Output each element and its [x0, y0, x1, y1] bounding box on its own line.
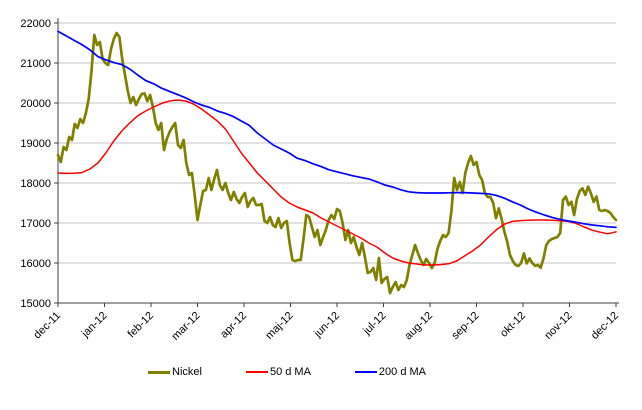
x-tick-label: jul-12 — [360, 310, 388, 338]
legend-label-nickel: Nickel — [172, 366, 202, 378]
legend-item-nickel: Nickel — [148, 366, 202, 378]
y-tick-label: 22000 — [20, 18, 51, 30]
x-tick-label: nov-12 — [542, 310, 574, 342]
y-tick-label: 19000 — [20, 138, 51, 150]
series-line-200-d-ma — [57, 30, 617, 229]
y-tick-label: 21000 — [20, 58, 51, 70]
ma200-line-swatch — [354, 371, 377, 373]
y-tick-label: 15000 — [20, 298, 51, 310]
legend-item-200d-ma: 200 d MA — [354, 366, 427, 378]
y-axis-labels: 15000 16000 17000 18000 19000 20000 21000 22000 — [20, 18, 51, 310]
axes — [54, 18, 619, 307]
legend-label-200d-ma: 200 d MA — [378, 366, 427, 378]
x-tick-label: aug-12 — [402, 310, 435, 343]
x-tick-label: maj-12 — [263, 310, 295, 342]
x-tick-label: jan-12 — [79, 310, 110, 341]
x-tick-label: mar-12 — [169, 310, 202, 343]
y-tick-label: 17000 — [20, 218, 51, 230]
series-line-50-d-ma — [57, 99, 617, 266]
y-tick-label: 18000 — [20, 178, 51, 190]
x-tick-label: okt-12 — [498, 310, 528, 340]
legend-label-50d-ma: 50 d MA — [269, 366, 311, 378]
x-axis-labels: dec-11 jan-12 feb-12 mar-12 apr-12 maj-12 jun-… — [31, 310, 621, 343]
x-tick-label: feb-12 — [126, 310, 157, 341]
ma50-line-swatch — [245, 371, 268, 373]
legend-item-50d-ma: 50 d MA — [245, 366, 311, 378]
x-tick-label: sep-12 — [449, 310, 481, 342]
y-tick-label: 20000 — [20, 98, 51, 110]
x-tick-label: dec-12 — [589, 310, 621, 342]
x-tick-label: jun-12 — [311, 310, 342, 341]
x-tick-label: apr-12 — [218, 310, 249, 341]
x-tick-label: dec-11 — [31, 310, 63, 342]
series-line-nickel — [56, 31, 618, 295]
gridlines — [58, 22, 616, 264]
legend: Nickel 50 d MA 200 d MA — [148, 366, 426, 378]
nickel-line-swatch — [148, 370, 170, 374]
y-tick-label: 16000 — [20, 258, 51, 270]
